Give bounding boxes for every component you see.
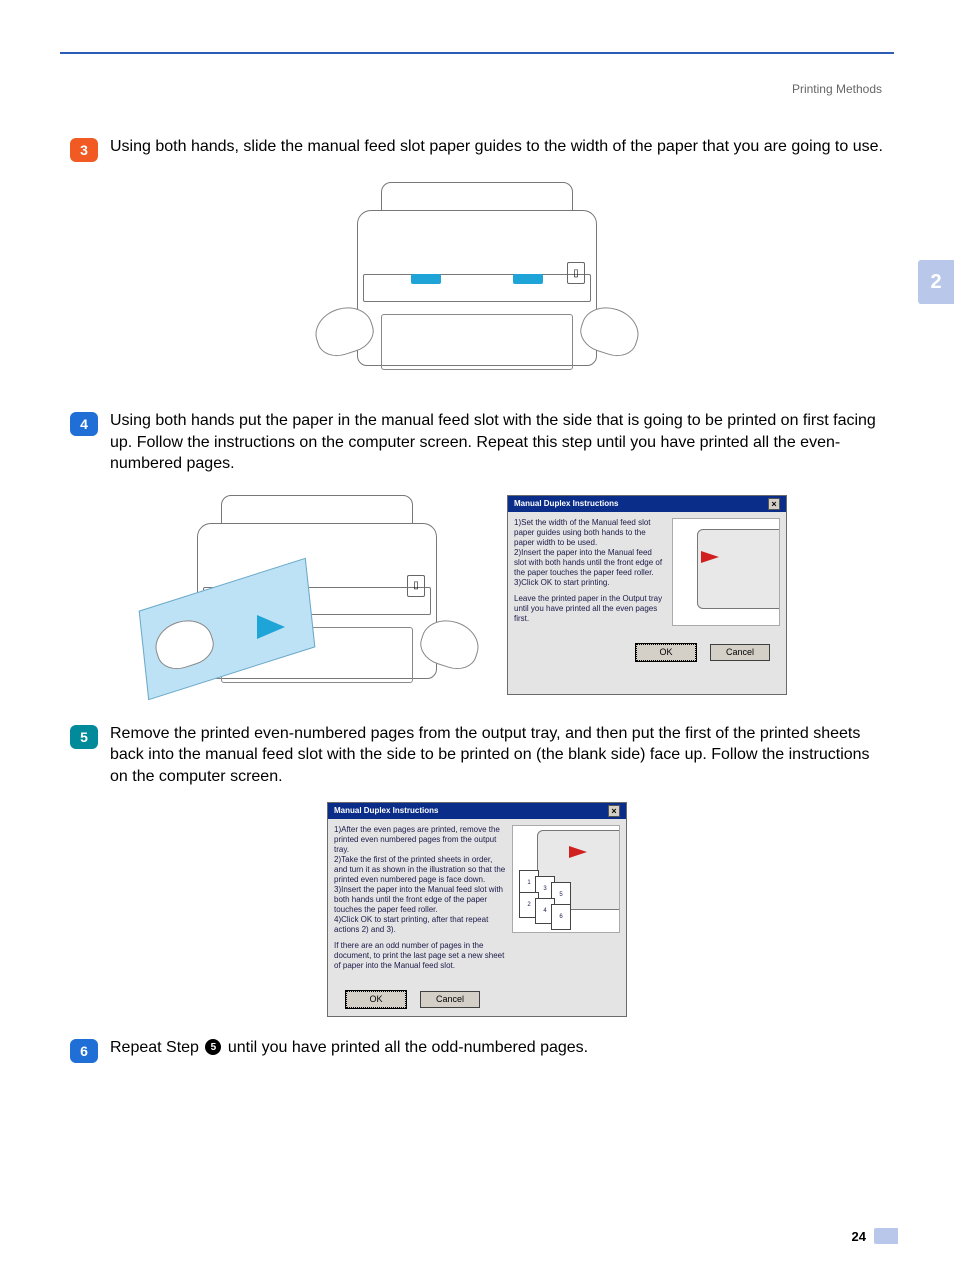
step-number: 3	[80, 142, 88, 158]
dialog-buttons: OK Cancel	[508, 636, 786, 669]
step-4: 4 Using both hands put the paper in the …	[70, 410, 884, 475]
page-footer: 24	[852, 1228, 898, 1244]
dialog-body: 1)After the even pages are printed, remo…	[328, 819, 626, 983]
ok-button[interactable]: OK	[636, 644, 696, 661]
step-ref-bullet: 5	[205, 1039, 221, 1055]
step-4-text: Using both hands put the paper in the ma…	[110, 410, 884, 475]
dialog-illustration: 1 3 5 2 4 6	[512, 825, 620, 933]
page: Printing Methods 2 3 Using both hands, s…	[0, 52, 954, 1284]
printer-illustration-guides: ▯	[327, 182, 627, 382]
dialog-instructions: 1)Set the width of the Manual feed slot …	[514, 518, 666, 588]
illustration-row-3: Manual Duplex Instructions × 1)After the…	[70, 802, 884, 1017]
step-number: 6	[80, 1043, 88, 1059]
step-marker-5: 5	[70, 725, 98, 749]
ok-button[interactable]: OK	[346, 991, 406, 1008]
dialog-instructions: 1)After the even pages are printed, remo…	[334, 825, 506, 935]
dialog-red-arrow-icon	[701, 551, 719, 563]
step-5: 5 Remove the printed even-numbered pages…	[70, 723, 884, 788]
dialog-buttons: OK Cancel	[328, 983, 626, 1016]
step-6: 6 Repeat Step 5 until you have printed a…	[70, 1037, 884, 1063]
cancel-button[interactable]: Cancel	[420, 991, 480, 1008]
step-number: 5	[80, 729, 88, 745]
step-5-text: Remove the printed even-numbered pages f…	[110, 723, 884, 788]
illustration-row-2: ▯ Manual Duplex Instructions × 1)Set the…	[70, 495, 884, 695]
guide-arrow-left-icon	[411, 274, 441, 284]
step-3: 3 Using both hands, slide the manual fee…	[70, 136, 884, 162]
header-section-label: Printing Methods	[0, 82, 882, 96]
footer-thumb-icon	[874, 1228, 898, 1244]
dialog-illustration	[672, 518, 780, 626]
step-3-text: Using both hands, slide the manual feed …	[110, 136, 884, 158]
cancel-button[interactable]: Cancel	[710, 644, 770, 661]
step-number: 4	[80, 416, 88, 432]
guide-arrow-right-icon	[513, 274, 543, 284]
step-marker-3: 3	[70, 138, 98, 162]
slot-label-icon: ▯	[407, 575, 425, 597]
slot-label-icon: ▯	[567, 262, 585, 284]
insert-arrow-icon	[257, 615, 285, 639]
dialog-text: 1)Set the width of the Manual feed slot …	[514, 518, 666, 630]
dialog-note: Leave the printed paper in the Output tr…	[514, 594, 666, 624]
dialog-body: 1)Set the width of the Manual feed slot …	[508, 512, 786, 636]
dialog-text: 1)After the even pages are printed, remo…	[334, 825, 506, 977]
dialog-titlebar: Manual Duplex Instructions ×	[508, 496, 786, 512]
dialog-titlebar: Manual Duplex Instructions ×	[328, 803, 626, 819]
close-icon[interactable]: ×	[768, 498, 780, 510]
dialog-manual-duplex-2: Manual Duplex Instructions × 1)After the…	[327, 802, 627, 1017]
dialog-note: If there are an odd number of pages in t…	[334, 941, 506, 971]
dialog-pages-icon: 1 3 5 2 4 6	[519, 870, 591, 920]
content-area: 3 Using both hands, slide the manual fee…	[70, 136, 884, 1063]
dialog-red-arrow-icon	[569, 846, 587, 858]
page-number: 24	[852, 1229, 866, 1244]
step-marker-6: 6	[70, 1039, 98, 1063]
dialog-title-text: Manual Duplex Instructions	[514, 499, 618, 508]
step-6-pre: Repeat Step	[110, 1039, 203, 1056]
chapter-side-tab: 2	[918, 260, 954, 304]
dialog-title-text: Manual Duplex Instructions	[334, 806, 438, 815]
step-6-post: until you have printed all the odd-numbe…	[228, 1039, 588, 1056]
close-icon[interactable]: ×	[608, 805, 620, 817]
step-6-text: Repeat Step 5 until you have printed all…	[110, 1037, 884, 1059]
illustration-row-1: ▯	[70, 182, 884, 382]
step-marker-4: 4	[70, 412, 98, 436]
printer-illustration-insert: ▯	[167, 495, 467, 695]
header-rule	[60, 52, 894, 54]
chapter-number: 2	[930, 271, 941, 294]
dialog-manual-duplex-1: Manual Duplex Instructions × 1)Set the w…	[507, 495, 787, 695]
